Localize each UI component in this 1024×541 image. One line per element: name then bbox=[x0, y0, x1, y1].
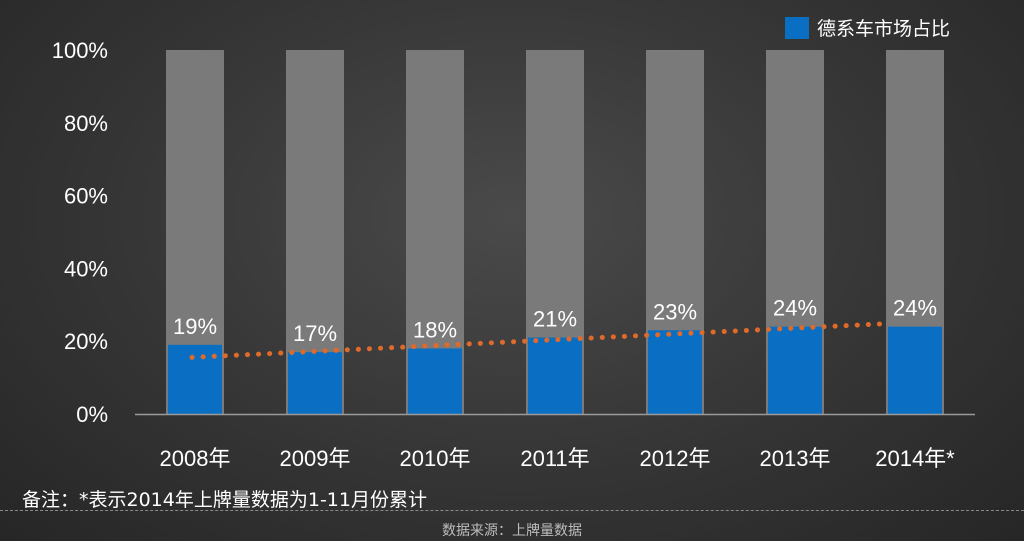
bar bbox=[648, 330, 702, 414]
data-label: 18% bbox=[413, 317, 457, 342]
legend: 德系车市场占比 bbox=[784, 14, 950, 41]
legend-label: 德系车市场占比 bbox=[816, 18, 950, 40]
y-tick-label: 60% bbox=[64, 184, 108, 209]
data-label: 24% bbox=[773, 296, 817, 321]
footnote: 备注：*表示2014年上牌量数据为1-11月份累计 bbox=[22, 489, 427, 511]
y-axis: 0% 20% 40% 60% 80% 100% bbox=[52, 38, 108, 427]
x-axis: 2008年 2009年 2010年 2011年 2012年 2013年 2014年* bbox=[135, 413, 975, 471]
data-labels: 19% 17% 18% 21% 23% 24% 24% bbox=[173, 296, 937, 346]
x-tick-label: 2013年 bbox=[760, 446, 831, 471]
y-tick-label: 40% bbox=[64, 256, 108, 281]
data-label: 17% bbox=[293, 321, 337, 346]
x-tick-label: 2014年* bbox=[875, 446, 955, 471]
bar bbox=[528, 337, 582, 414]
bar bbox=[888, 326, 942, 414]
source-note: 数据来源：上牌量数据 bbox=[442, 523, 582, 539]
x-tick-label: 2010年 bbox=[400, 446, 471, 471]
y-tick-label: 100% bbox=[52, 38, 108, 63]
trendline bbox=[189, 321, 886, 360]
y-tick-label: 20% bbox=[64, 329, 108, 354]
data-label: 21% bbox=[533, 307, 577, 332]
data-label: 23% bbox=[653, 299, 697, 324]
legend-swatch bbox=[784, 16, 809, 39]
bar bbox=[288, 352, 342, 414]
bars bbox=[168, 326, 942, 414]
y-tick-label: 0% bbox=[76, 402, 108, 427]
data-label: 19% bbox=[173, 314, 217, 339]
x-tick-label: 2012年 bbox=[640, 446, 711, 471]
bar bbox=[408, 348, 462, 414]
y-tick-label: 80% bbox=[64, 111, 108, 136]
divider bbox=[0, 510, 1024, 511]
trendline-path bbox=[189, 321, 886, 360]
x-tick-label: 2011年 bbox=[520, 446, 589, 471]
data-label: 24% bbox=[893, 296, 937, 321]
x-tick-label: 2009年 bbox=[280, 446, 351, 471]
x-tick-label: 2008年 bbox=[160, 446, 231, 471]
bar bbox=[768, 326, 822, 414]
